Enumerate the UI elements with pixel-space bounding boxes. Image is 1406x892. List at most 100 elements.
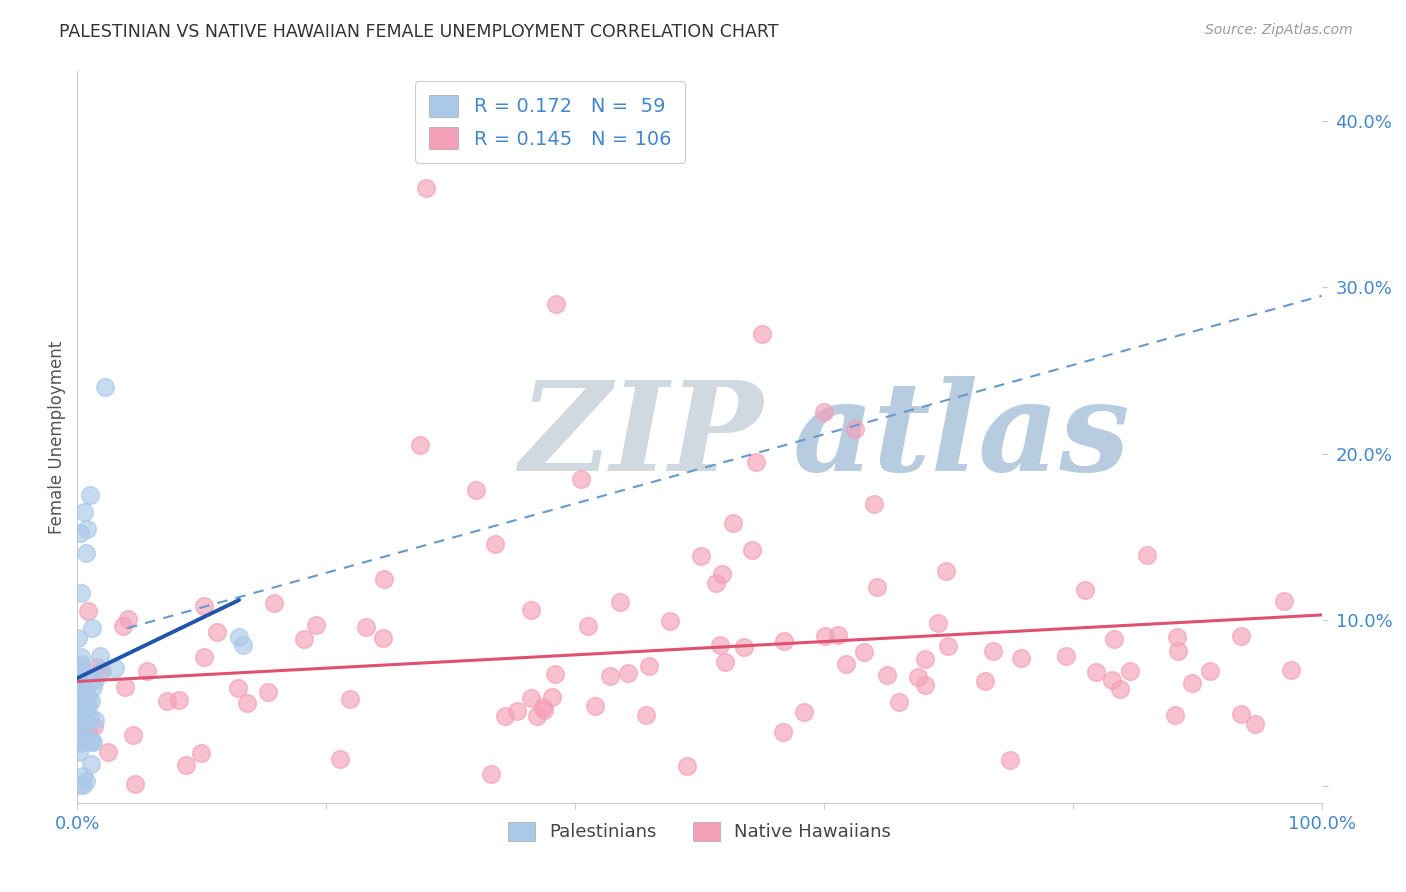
Point bbox=[82, 621, 104, 635]
Point bbox=[638, 658, 661, 673]
Point bbox=[82, 735, 104, 749]
Point bbox=[67, 688, 90, 702]
Point bbox=[80, 733, 103, 747]
Point bbox=[827, 627, 849, 641]
Point bbox=[1101, 673, 1123, 687]
Point bbox=[704, 576, 727, 591]
Point bbox=[114, 680, 136, 694]
Point bbox=[79, 488, 101, 502]
Point bbox=[228, 630, 250, 644]
Point bbox=[772, 724, 794, 739]
Point bbox=[97, 745, 120, 759]
Point bbox=[193, 599, 215, 613]
Point bbox=[1084, 665, 1107, 679]
Point bbox=[69, 681, 91, 695]
Point bbox=[773, 634, 796, 648]
Point bbox=[1230, 629, 1253, 643]
Point bbox=[793, 706, 815, 720]
Point bbox=[714, 655, 737, 669]
Point bbox=[77, 724, 100, 739]
Point bbox=[67, 660, 90, 674]
Point bbox=[82, 681, 104, 695]
Point bbox=[70, 712, 93, 726]
Point bbox=[1054, 648, 1077, 663]
Point bbox=[305, 618, 328, 632]
Point bbox=[520, 691, 543, 706]
Point bbox=[66, 708, 89, 723]
Point bbox=[72, 505, 94, 519]
Point bbox=[66, 631, 89, 645]
Point bbox=[66, 692, 89, 706]
Point bbox=[1163, 708, 1185, 723]
Point bbox=[373, 572, 395, 586]
Point bbox=[79, 711, 101, 725]
Point bbox=[72, 698, 94, 712]
Point bbox=[167, 693, 190, 707]
Point bbox=[506, 704, 529, 718]
Point bbox=[235, 696, 257, 710]
Point bbox=[569, 472, 592, 486]
Point bbox=[328, 752, 350, 766]
Text: PALESTINIAN VS NATIVE HAWAIIAN FEMALE UNEMPLOYMENT CORRELATION CHART: PALESTINIAN VS NATIVE HAWAIIAN FEMALE UN… bbox=[59, 23, 779, 41]
Point bbox=[67, 667, 90, 681]
Point bbox=[927, 615, 949, 630]
Point bbox=[156, 694, 179, 708]
Point bbox=[75, 712, 97, 726]
Point bbox=[80, 694, 103, 708]
Point bbox=[354, 620, 377, 634]
Point bbox=[408, 438, 430, 452]
Point bbox=[75, 687, 97, 701]
Point bbox=[853, 645, 876, 659]
Point bbox=[520, 603, 543, 617]
Point bbox=[70, 586, 93, 600]
Point bbox=[1166, 631, 1188, 645]
Point bbox=[67, 736, 90, 750]
Point bbox=[585, 698, 607, 713]
Legend: Palestinians, Native Hawaiians: Palestinians, Native Hawaiians bbox=[501, 814, 898, 848]
Point bbox=[70, 649, 93, 664]
Point bbox=[91, 664, 114, 678]
Y-axis label: Female Unemployment: Female Unemployment bbox=[48, 341, 66, 533]
Point bbox=[1167, 643, 1189, 657]
Text: atlas: atlas bbox=[793, 376, 1130, 498]
Point bbox=[745, 455, 768, 469]
Point bbox=[70, 666, 93, 681]
Point bbox=[1272, 594, 1295, 608]
Point bbox=[531, 699, 554, 714]
Point bbox=[76, 521, 98, 535]
Point bbox=[75, 546, 97, 560]
Point bbox=[936, 639, 959, 653]
Point bbox=[723, 516, 745, 530]
Point bbox=[83, 719, 105, 733]
Point bbox=[464, 483, 486, 498]
Point bbox=[546, 297, 568, 311]
Point bbox=[339, 692, 361, 706]
Point bbox=[67, 745, 90, 759]
Point bbox=[541, 690, 564, 704]
Point bbox=[72, 778, 94, 792]
Point bbox=[205, 624, 228, 639]
Point bbox=[1198, 664, 1220, 678]
Point bbox=[190, 746, 212, 760]
Point bbox=[935, 564, 957, 578]
Point bbox=[70, 734, 93, 748]
Point bbox=[710, 567, 733, 582]
Point bbox=[72, 700, 94, 714]
Point bbox=[1073, 583, 1095, 598]
Text: Source: ZipAtlas.com: Source: ZipAtlas.com bbox=[1205, 23, 1353, 37]
Point bbox=[79, 735, 101, 749]
Point bbox=[576, 619, 599, 633]
Point bbox=[862, 497, 884, 511]
Point bbox=[907, 670, 929, 684]
Point bbox=[69, 670, 91, 684]
Point bbox=[69, 526, 91, 541]
Point bbox=[494, 709, 516, 723]
Point bbox=[66, 703, 89, 717]
Point bbox=[599, 669, 621, 683]
Point bbox=[690, 549, 713, 563]
Point bbox=[72, 724, 94, 739]
Point bbox=[1230, 707, 1253, 722]
Point bbox=[998, 753, 1021, 767]
Point bbox=[876, 668, 898, 682]
Point bbox=[1010, 650, 1032, 665]
